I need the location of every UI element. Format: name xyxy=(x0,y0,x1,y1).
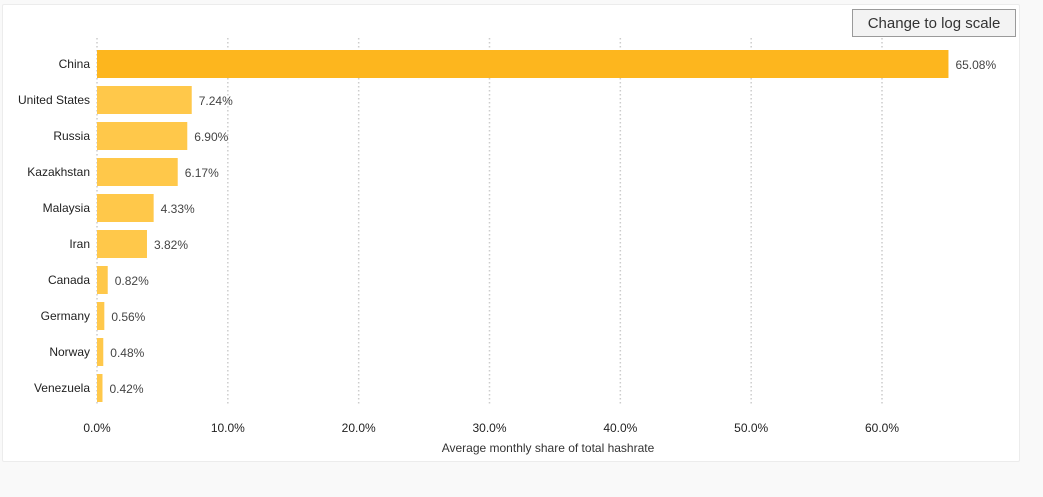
log-scale-button[interactable]: Change to log scale xyxy=(852,9,1016,37)
value-label: 6.90% xyxy=(194,130,228,144)
category-label: Germany xyxy=(41,309,90,323)
bar xyxy=(97,266,108,294)
category-label: Russia xyxy=(53,129,90,143)
value-label: 0.56% xyxy=(111,310,145,324)
category-label: Norway xyxy=(49,345,90,359)
category-label: Canada xyxy=(48,273,90,287)
x-tick-label: 20.0% xyxy=(342,421,376,435)
category-label: Kazakhstan xyxy=(27,165,90,179)
x-axis-title: Average monthly share of total hashrate xyxy=(442,441,655,455)
x-tick-label: 30.0% xyxy=(472,421,506,435)
x-tick-label: 10.0% xyxy=(211,421,245,435)
x-tick-label: 60.0% xyxy=(865,421,899,435)
x-tick-label: 40.0% xyxy=(603,421,637,435)
value-label: 0.42% xyxy=(109,382,143,396)
bar xyxy=(97,50,949,78)
category-label: China xyxy=(59,57,91,71)
bar xyxy=(97,230,147,258)
bar xyxy=(97,194,154,222)
value-label: 7.24% xyxy=(199,94,233,108)
value-label: 4.33% xyxy=(161,202,195,216)
bar xyxy=(97,122,188,150)
bar xyxy=(97,302,105,330)
value-label: 65.08% xyxy=(955,58,996,72)
bar xyxy=(97,158,178,186)
category-label: Malaysia xyxy=(43,201,91,215)
chart-card xyxy=(2,4,1020,462)
value-label: 0.48% xyxy=(110,346,144,360)
x-tick-label: 0.0% xyxy=(83,421,111,435)
value-label: 6.17% xyxy=(185,166,219,180)
bar xyxy=(97,86,192,114)
bar xyxy=(97,338,104,366)
bar xyxy=(97,374,103,402)
value-label: 3.82% xyxy=(154,238,188,252)
category-label: United States xyxy=(18,93,90,107)
category-label: Venezuela xyxy=(34,381,90,395)
x-tick-label: 50.0% xyxy=(734,421,768,435)
category-label: Iran xyxy=(69,237,90,251)
value-label: 0.82% xyxy=(115,274,149,288)
